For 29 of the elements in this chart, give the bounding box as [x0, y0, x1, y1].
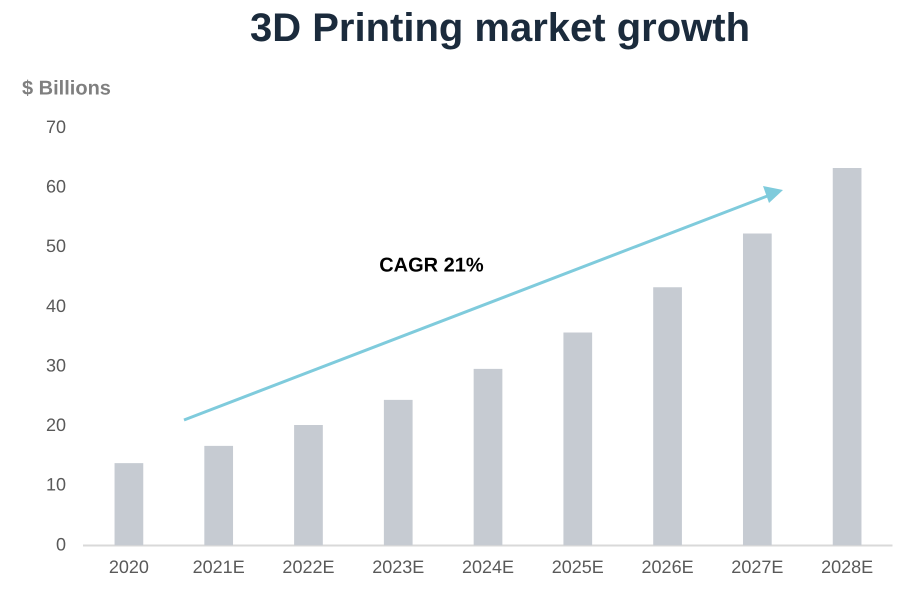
x-tick-label: 2027E [731, 557, 784, 578]
y-tick-label: 40 [46, 296, 66, 316]
y-axis-title: $ Billions [22, 78, 111, 100]
bar [204, 446, 234, 546]
x-tick-label: 2021E [192, 557, 245, 578]
bar [114, 463, 144, 546]
x-tick-label: 2025E [552, 557, 604, 578]
y-tick-label: 20 [46, 415, 66, 436]
annotation: CAGR 21% [379, 254, 484, 276]
bar [563, 332, 592, 546]
bar [384, 400, 413, 546]
y-tick-label: 60 [46, 176, 66, 197]
chart-title: 3D Printing market growth [250, 6, 750, 50]
bar [474, 368, 502, 546]
x-tick-label: 2026E [642, 557, 694, 578]
y-tick-label: 30 [46, 355, 66, 376]
y-tick-label: 10 [46, 474, 66, 495]
bar [294, 424, 323, 546]
y-tick-label: 50 [46, 236, 66, 256]
x-tick-label: 2028E [821, 557, 874, 578]
x-tick-label: 2020 [108, 557, 149, 578]
x-tick-label: 2023E [372, 557, 424, 578]
bar [832, 168, 862, 546]
bar [653, 287, 682, 546]
y-tick-label: 70 [46, 116, 66, 137]
bar [742, 234, 772, 546]
x-tick-label: 2022E [282, 557, 334, 578]
x-tick-label: 2024E [462, 557, 514, 578]
y-tick-label: 0 [56, 534, 66, 554]
